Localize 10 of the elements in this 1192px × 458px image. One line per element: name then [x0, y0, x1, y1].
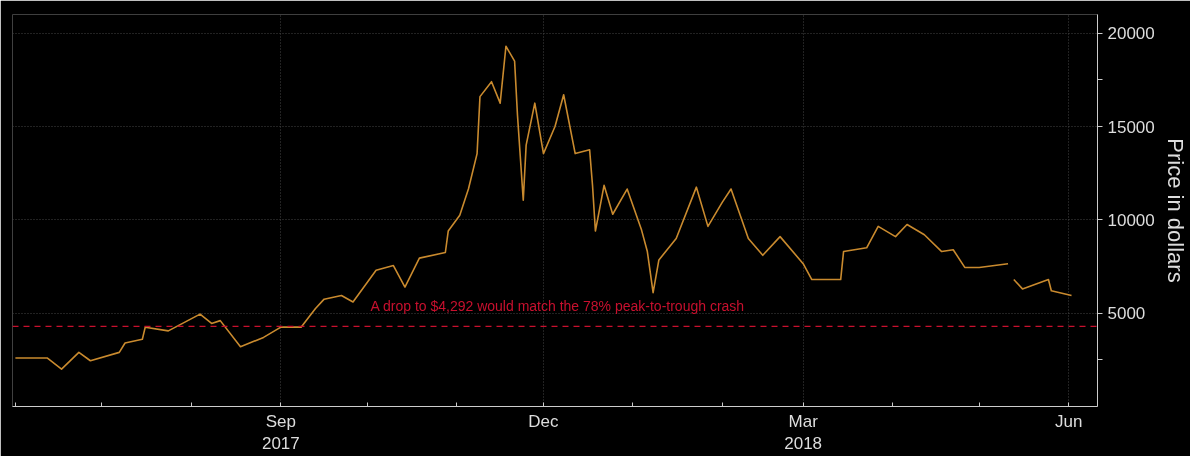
- x-tick-label: Jun: [1054, 411, 1083, 431]
- x-tick-label: Sep 2017: [261, 411, 300, 454]
- y-tick-label: 5000: [1107, 304, 1146, 324]
- x-tick-label: Dec: [528, 411, 560, 431]
- y-tick-label: 10000: [1107, 210, 1155, 230]
- y-axis-title: Price in dollars: [1162, 138, 1188, 283]
- x-tick-label: Mar 2018: [784, 411, 823, 454]
- ref-line-label: A drop to $4,292 would match the 78% peak-to-trough crash: [370, 298, 745, 315]
- y-tick-label: 15000: [1107, 117, 1155, 137]
- y-tick-label: 20000: [1107, 24, 1155, 44]
